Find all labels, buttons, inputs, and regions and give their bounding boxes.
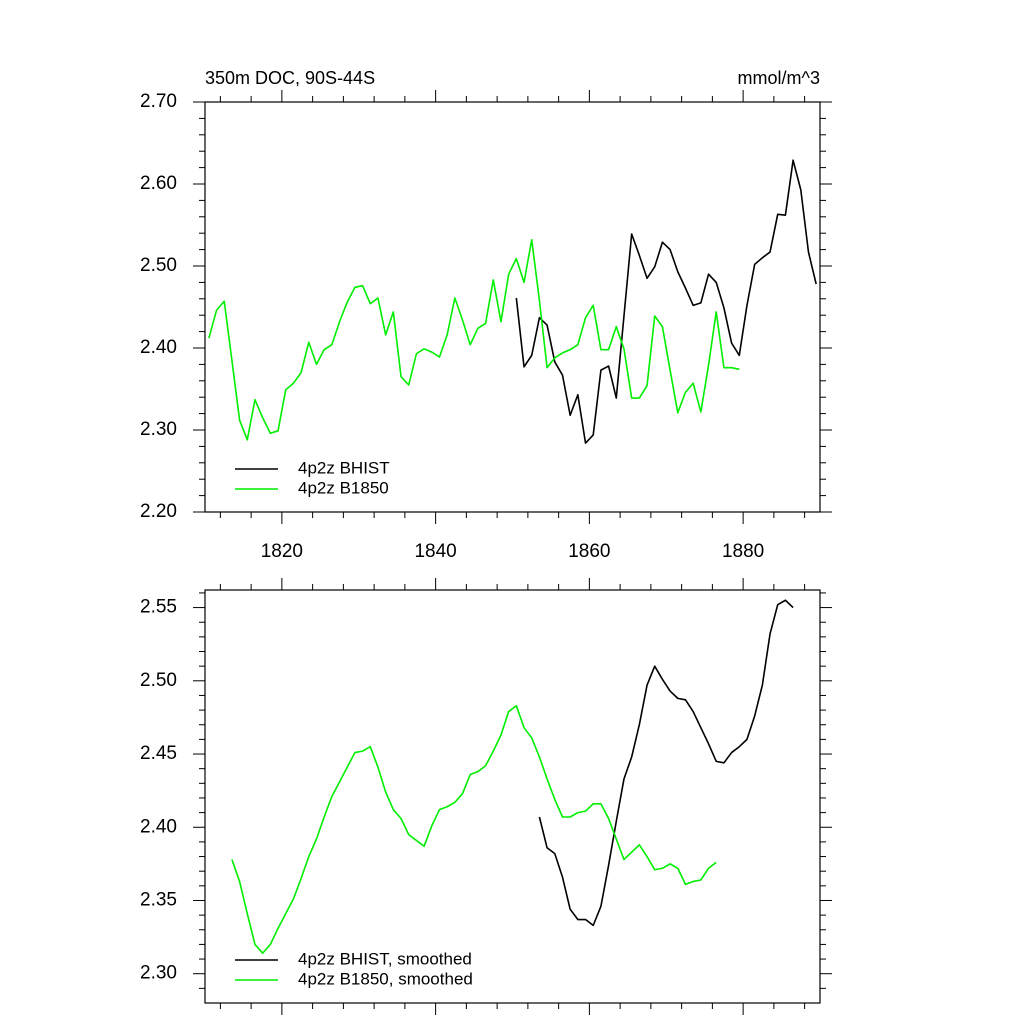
y-tick-label: 2.50 — [140, 255, 177, 276]
chart-title: 350m DOC, 90S-44S — [205, 68, 375, 88]
legend-label: 4p2z BHIST, smoothed — [298, 949, 472, 968]
y-tick-label: 2.45 — [140, 743, 177, 764]
y-tick-label: 2.30 — [140, 963, 177, 984]
x-tick-label: 1880 — [722, 541, 764, 562]
y-tick-label: 2.60 — [140, 173, 177, 194]
x-tick-label: 1840 — [414, 541, 456, 562]
plot-frame — [204, 101, 821, 513]
y-tick-label: 2.50 — [140, 670, 177, 691]
x-tick-label: 1820 — [261, 541, 303, 562]
units-label: mmol/m^3 — [738, 68, 820, 88]
series-line — [231, 704, 717, 955]
legend-label: 4p2z B1850, smoothed — [298, 969, 473, 988]
series-line — [208, 238, 740, 441]
y-tick-label: 2.35 — [140, 889, 177, 910]
y-tick-label: 2.20 — [140, 501, 177, 522]
series-line — [515, 159, 817, 444]
legend-label: 4p2z BHIST — [298, 458, 390, 477]
y-tick-label: 2.55 — [140, 597, 177, 618]
series-line — [538, 599, 794, 927]
y-tick-label: 2.30 — [140, 419, 177, 440]
plot-frame — [204, 589, 821, 1004]
x-tick-label: 1860 — [568, 541, 610, 562]
y-tick-label: 2.40 — [140, 816, 177, 837]
legend-label: 4p2z B1850 — [298, 478, 389, 497]
y-tick-label: 2.70 — [140, 91, 177, 112]
y-tick-label: 2.40 — [140, 337, 177, 358]
